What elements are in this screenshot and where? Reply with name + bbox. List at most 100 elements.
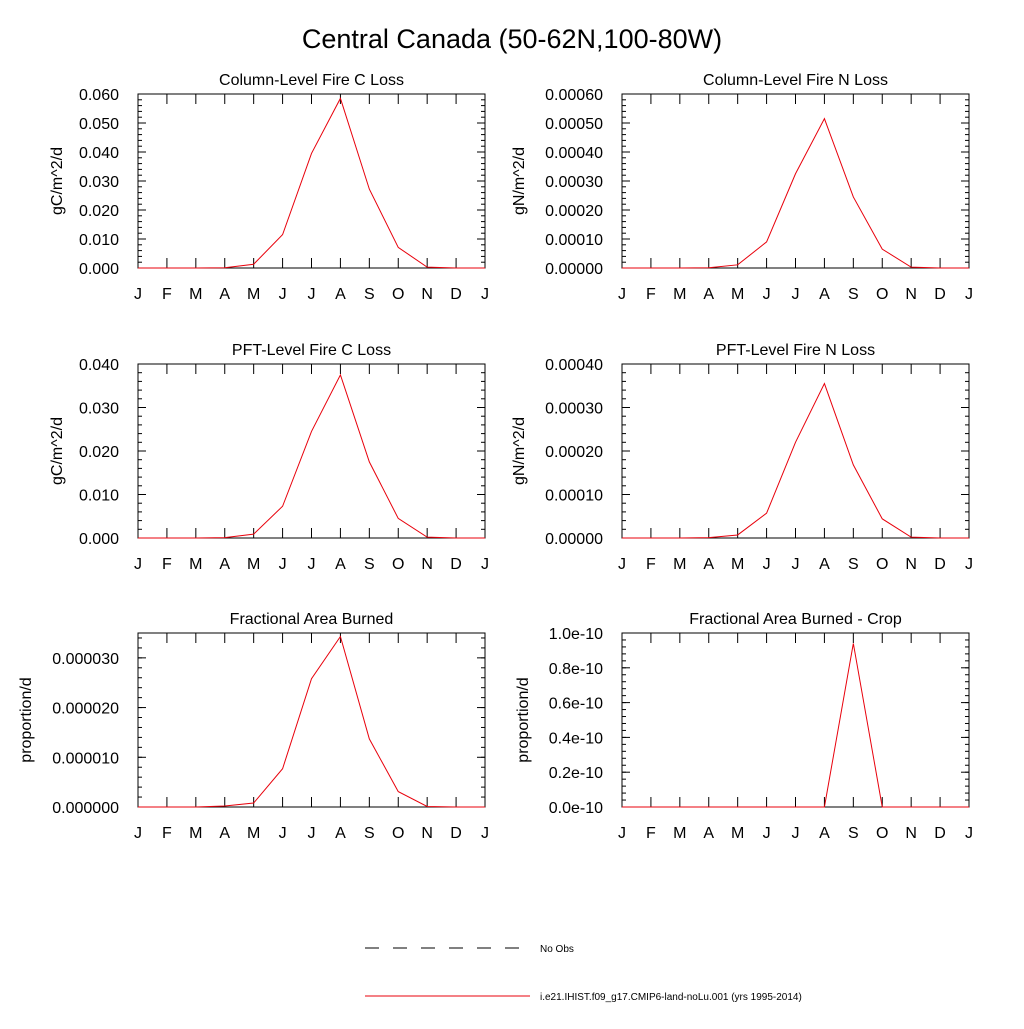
- x-tick-label: S: [364, 825, 375, 842]
- x-tick-label: J: [134, 825, 142, 842]
- y-tick-label: 0.00020: [545, 444, 603, 461]
- y-tick-label: 0.000000: [52, 800, 119, 817]
- y-tick-label: 0.060: [79, 87, 119, 104]
- x-tick-label: A: [335, 825, 346, 842]
- x-tick-label: M: [731, 556, 744, 573]
- x-tick-label: J: [308, 825, 316, 842]
- y-tick-label: 0.050: [79, 116, 119, 133]
- x-tick-label: O: [876, 556, 888, 573]
- x-tick-label: A: [703, 286, 714, 303]
- y-tick-label: 0.00040: [545, 357, 603, 374]
- x-tick-label: F: [162, 556, 172, 573]
- x-tick-label: M: [247, 556, 260, 573]
- x-tick-label: J: [279, 286, 287, 303]
- x-tick-label: J: [965, 286, 973, 303]
- y-tick-label: 0.00060: [545, 87, 603, 104]
- x-tick-label: D: [450, 825, 462, 842]
- x-tick-label: J: [618, 556, 626, 573]
- x-tick-label: J: [134, 556, 142, 573]
- y-tick-label: 0.010: [79, 488, 119, 505]
- x-tick-label: O: [876, 286, 888, 303]
- x-tick-label: F: [646, 825, 656, 842]
- y-tick-label: 0.00020: [545, 203, 603, 220]
- y-tick-label: 0.040: [79, 145, 119, 162]
- y-tick-label: 0.020: [79, 203, 119, 220]
- y-tick-label: 0.00030: [545, 401, 603, 418]
- x-tick-label: N: [421, 825, 433, 842]
- x-tick-label: A: [335, 286, 346, 303]
- x-tick-label: D: [934, 556, 946, 573]
- x-tick-label: J: [792, 286, 800, 303]
- y-tick-label: 0.010: [79, 232, 119, 249]
- x-tick-label: A: [703, 556, 714, 573]
- x-tick-label: M: [731, 825, 744, 842]
- y-tick-label: 0.00030: [545, 174, 603, 191]
- y-tick-label: 0.00010: [545, 488, 603, 505]
- y-tick-label: 0.6e-10: [549, 696, 603, 713]
- panel-title: PFT-Level Fire N Loss: [716, 342, 875, 359]
- x-tick-label: J: [618, 825, 626, 842]
- y-tick-label: 0.000: [79, 261, 119, 278]
- y-tick-label: 0.000: [79, 531, 119, 548]
- x-tick-label: M: [673, 825, 686, 842]
- x-tick-label: O: [876, 825, 888, 842]
- x-tick-label: J: [965, 556, 973, 573]
- panel-title: Column-Level Fire C Loss: [219, 72, 404, 89]
- x-tick-label: S: [848, 556, 859, 573]
- x-tick-label: A: [219, 825, 230, 842]
- x-tick-label: J: [792, 825, 800, 842]
- x-tick-label: D: [450, 286, 462, 303]
- x-tick-label: A: [819, 556, 830, 573]
- x-tick-label: S: [848, 825, 859, 842]
- y-tick-label: 0.00040: [545, 145, 603, 162]
- panel-title: Fractional Area Burned: [230, 611, 394, 628]
- x-tick-label: D: [934, 825, 946, 842]
- x-tick-label: F: [646, 286, 656, 303]
- x-tick-label: N: [905, 286, 917, 303]
- series-line: [138, 373, 485, 539]
- y-tick-label: 0.00010: [545, 232, 603, 249]
- y-tick-label: 0.000030: [52, 651, 119, 668]
- x-tick-label: A: [703, 825, 714, 842]
- y-tick-label: 0.030: [79, 174, 119, 191]
- x-tick-label: A: [219, 286, 230, 303]
- x-tick-label: A: [219, 556, 230, 573]
- y-tick-label: 0.030: [79, 401, 119, 418]
- x-tick-label: D: [934, 286, 946, 303]
- x-tick-label: S: [848, 286, 859, 303]
- y-tick-label: 0.020: [79, 444, 119, 461]
- series-line: [138, 635, 485, 808]
- plot-frame: [621, 363, 970, 539]
- series-line: [622, 643, 969, 808]
- y-axis-label: proportion/d: [18, 677, 35, 762]
- y-tick-label: 0.4e-10: [549, 730, 603, 747]
- x-tick-label: F: [646, 556, 656, 573]
- plot-frame: [137, 632, 486, 808]
- x-tick-label: F: [162, 825, 172, 842]
- x-tick-label: F: [162, 286, 172, 303]
- x-tick-label: J: [763, 556, 771, 573]
- x-tick-label: J: [134, 286, 142, 303]
- x-tick-label: S: [364, 556, 375, 573]
- x-tick-label: M: [731, 286, 744, 303]
- legend: No Obs i.e21.IHIST.f09_g17.CMIP6-land-noL…: [365, 944, 802, 1003]
- x-tick-label: M: [189, 825, 202, 842]
- series-line: [622, 117, 969, 269]
- x-tick-label: S: [364, 286, 375, 303]
- x-tick-label: N: [905, 825, 917, 842]
- x-tick-label: M: [189, 556, 202, 573]
- y-tick-label: 0.00000: [545, 261, 603, 278]
- plot-frame: [621, 632, 970, 808]
- x-tick-label: M: [247, 286, 260, 303]
- x-tick-label: O: [392, 286, 404, 303]
- plot-frame: [621, 93, 970, 269]
- x-tick-label: O: [392, 825, 404, 842]
- x-tick-label: M: [673, 286, 686, 303]
- y-tick-label: 0.0e-10: [549, 800, 603, 817]
- y-tick-label: 0.00000: [545, 531, 603, 548]
- y-tick-label: 0.040: [79, 357, 119, 374]
- x-tick-label: A: [819, 286, 830, 303]
